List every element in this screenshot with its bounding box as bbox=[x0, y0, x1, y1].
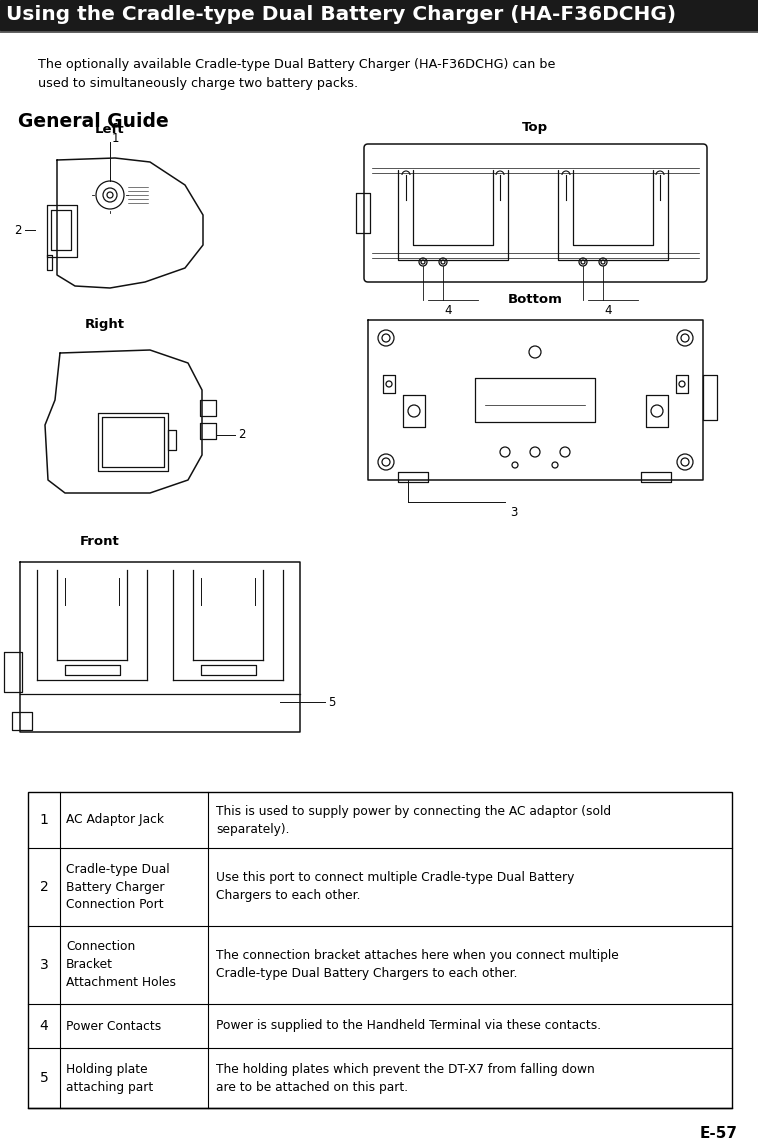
Text: 2: 2 bbox=[39, 881, 49, 894]
Bar bbox=[28, 792, 732, 1108]
Text: Power is supplied to the Handheld Terminal via these contacts.: Power is supplied to the Handheld Termin… bbox=[216, 1019, 601, 1033]
Text: E-57: E-57 bbox=[700, 1126, 738, 1140]
Text: The holding plates which prevent the DT-X7 from falling down
are to be attached : The holding plates which prevent the DT-… bbox=[216, 1063, 595, 1093]
Text: The connection bracket attaches here when you connect multiple
Cradle-type Dual : The connection bracket attaches here whe… bbox=[216, 949, 619, 980]
Text: 1: 1 bbox=[112, 132, 120, 145]
Text: 3: 3 bbox=[39, 958, 49, 972]
Text: 1: 1 bbox=[39, 813, 49, 827]
Text: Right: Right bbox=[85, 318, 125, 331]
Text: 4: 4 bbox=[604, 305, 612, 317]
Text: Front: Front bbox=[80, 535, 120, 548]
Text: Use this port to connect multiple Cradle-type Dual Battery
Chargers to each othe: Use this port to connect multiple Cradle… bbox=[216, 871, 575, 902]
Text: 2: 2 bbox=[238, 428, 246, 442]
Text: 2: 2 bbox=[14, 223, 22, 237]
Bar bbox=[0, 0, 758, 30]
Text: 5: 5 bbox=[39, 1071, 49, 1085]
Text: Connection
Bracket
Attachment Holes: Connection Bracket Attachment Holes bbox=[66, 940, 176, 989]
Text: Using the Cradle-type Dual Battery Charger (HA-F36DCHG): Using the Cradle-type Dual Battery Charg… bbox=[6, 6, 676, 24]
Text: This is used to supply power by connecting the AC adaptor (sold
separately).: This is used to supply power by connecti… bbox=[216, 805, 611, 836]
Text: Left: Left bbox=[96, 123, 125, 136]
Text: 4: 4 bbox=[39, 1019, 49, 1033]
Text: Power Contacts: Power Contacts bbox=[66, 1019, 161, 1033]
Text: 3: 3 bbox=[510, 506, 518, 519]
Text: The optionally available Cradle-type Dual Battery Charger (HA-F36DCHG) can be
us: The optionally available Cradle-type Dua… bbox=[38, 58, 556, 89]
Text: General Guide: General Guide bbox=[18, 112, 169, 131]
Text: 5: 5 bbox=[328, 695, 335, 709]
Text: Cradle-type Dual
Battery Charger
Connection Port: Cradle-type Dual Battery Charger Connect… bbox=[66, 862, 170, 911]
Text: Top: Top bbox=[522, 121, 548, 134]
Text: 4: 4 bbox=[444, 305, 452, 317]
Text: Holding plate
attaching part: Holding plate attaching part bbox=[66, 1063, 153, 1093]
Text: Bottom: Bottom bbox=[508, 293, 562, 306]
Text: AC Adaptor Jack: AC Adaptor Jack bbox=[66, 813, 164, 827]
